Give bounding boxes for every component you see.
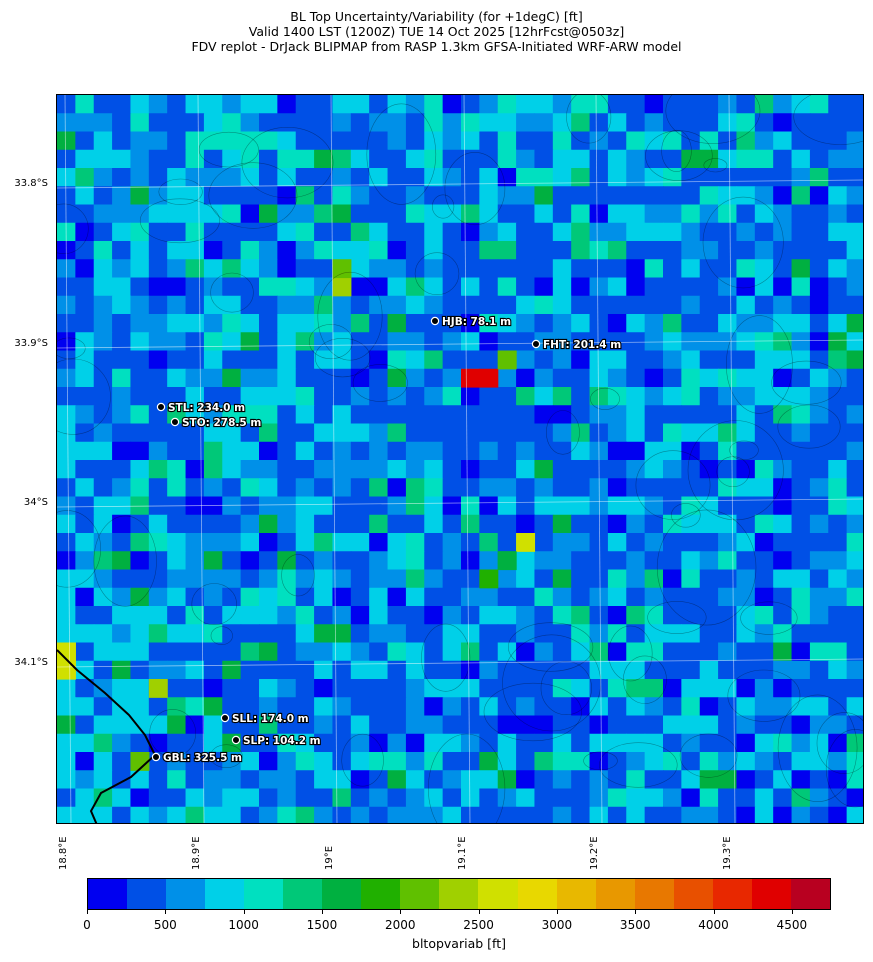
colorbar-swatch (205, 879, 245, 909)
site-marker-slp[interactable] (231, 735, 241, 745)
raster-cell-high (57, 642, 76, 662)
colorbar-swatch (712, 879, 752, 909)
site-label-sll: SLL: 174.0 m (232, 713, 309, 725)
colorbar-swatch (751, 879, 791, 909)
colorbar-tick (321, 910, 323, 914)
lat-tick-label: 33.9°S (14, 338, 48, 349)
site-marker-sto[interactable] (170, 417, 180, 427)
colorbar-swatch (361, 879, 401, 909)
lon-tick-label: 18.9°E (191, 836, 202, 870)
raster-cell-high (332, 259, 352, 279)
site-marker-stl[interactable] (156, 402, 166, 412)
graticule (57, 95, 863, 823)
colorbar-swatch (517, 879, 557, 909)
colorbar-tick (478, 910, 480, 914)
lat-tick-label: 34.1°S (14, 657, 48, 668)
colorbar-tick-label: 1000 (228, 918, 259, 932)
chart-title-line2: Valid 1400 LST (1200Z) TUE 14 Oct 2025 [… (248, 24, 625, 39)
site-marker-hjb[interactable] (430, 316, 440, 326)
colorbar-swatch (283, 879, 323, 909)
raster-cell-high (461, 368, 480, 388)
colorbar-swatch (88, 879, 128, 909)
colorbar-tick-label: 3000 (541, 918, 573, 932)
colorbar-tick-label: 0 (83, 918, 91, 932)
colorbar-swatch (322, 879, 362, 909)
raster-cells (57, 95, 863, 823)
colorbar-swatch (790, 879, 830, 909)
colorbar-tick-label: 4000 (698, 918, 729, 932)
site-label-gbl: GBL: 325.5 m (163, 752, 242, 764)
raster-cell-high (479, 368, 499, 388)
colorbar-swatch (127, 879, 167, 909)
map-canvas: HJB: 78.1 m FHT: 201.4 m STL: 234.0 m STO: … (57, 95, 863, 823)
colorbar-tick (556, 910, 558, 914)
colorbar-swatch (439, 879, 479, 909)
colorbar-swatch (595, 879, 635, 909)
colorbar-tick-label: 2500 (463, 918, 494, 932)
lon-tick-label: 19.3°E (722, 836, 733, 870)
site-label-slp: SLP: 104.2 m (243, 735, 321, 747)
raster-cell-high (516, 533, 536, 552)
site-label-stl: STL: 234.0 m (168, 402, 245, 414)
raster-cell-high (497, 350, 517, 370)
site-marker-gbl[interactable] (151, 752, 161, 762)
chart-title-line3: FDV replot - DrJack BLIPMAP from RASP 1.… (191, 39, 682, 54)
colorbar-tick (243, 910, 245, 914)
colorbar-tick-label: 1500 (306, 918, 338, 932)
lon-tick-label: 18.8°E (58, 836, 69, 870)
colorbar-tick-label: 3500 (619, 918, 651, 932)
raster-cell-high (497, 551, 517, 571)
raster-cell-high (148, 679, 168, 698)
colorbar (87, 878, 831, 910)
colorbar-swatch (634, 879, 674, 909)
colorbar-swatch (556, 879, 596, 909)
lon-tick-label: 19.1°E (457, 836, 468, 870)
colorbar-tick (791, 910, 793, 914)
site-label-fht: FHT: 201.4 m (543, 339, 621, 351)
coastline (57, 649, 157, 823)
colorbar-tick (635, 910, 637, 914)
colorbar-tick (87, 910, 88, 914)
map-panel[interactable]: HJB: 78.1 m FHT: 201.4 m STL: 234.0 m STO: … (56, 94, 864, 824)
colorbar-swatch (400, 879, 440, 909)
colorbar-tick-label: 2000 (384, 918, 416, 932)
colorbar-title: bltopvariab [ft] (412, 936, 506, 951)
colorbar-swatch (673, 879, 713, 909)
site-marker-sll[interactable] (220, 713, 230, 723)
colorbar-swatch (166, 879, 206, 909)
chart-title-line1: BL Top Uncertainty/Variability (for +1de… (290, 9, 583, 24)
raster-cell-high (479, 569, 499, 589)
site-label-sto: STO: 278.5 m (182, 417, 261, 429)
colorbar-tick-label: 4500 (776, 918, 808, 932)
lat-tick-label: 33.8°S (14, 178, 48, 189)
colorbar-tick (165, 910, 167, 914)
raster-cell-high (332, 277, 352, 297)
colorbar-tick (400, 910, 402, 914)
site-label-hjb: HJB: 78.1 m (442, 316, 511, 328)
colorbar-tick-label: 500 (153, 918, 177, 932)
raster-cell-high (130, 752, 150, 771)
site-marker-fht[interactable] (531, 339, 541, 349)
colorbar-tick (713, 910, 715, 914)
lat-tick-label: 34°S (23, 497, 48, 508)
lon-tick-label: 19°E (324, 845, 335, 870)
raster-cell-high (57, 660, 76, 680)
lon-tick-label: 19.2°E (589, 836, 600, 870)
colorbar-swatch (478, 879, 518, 909)
colorbar-swatch (244, 879, 284, 909)
